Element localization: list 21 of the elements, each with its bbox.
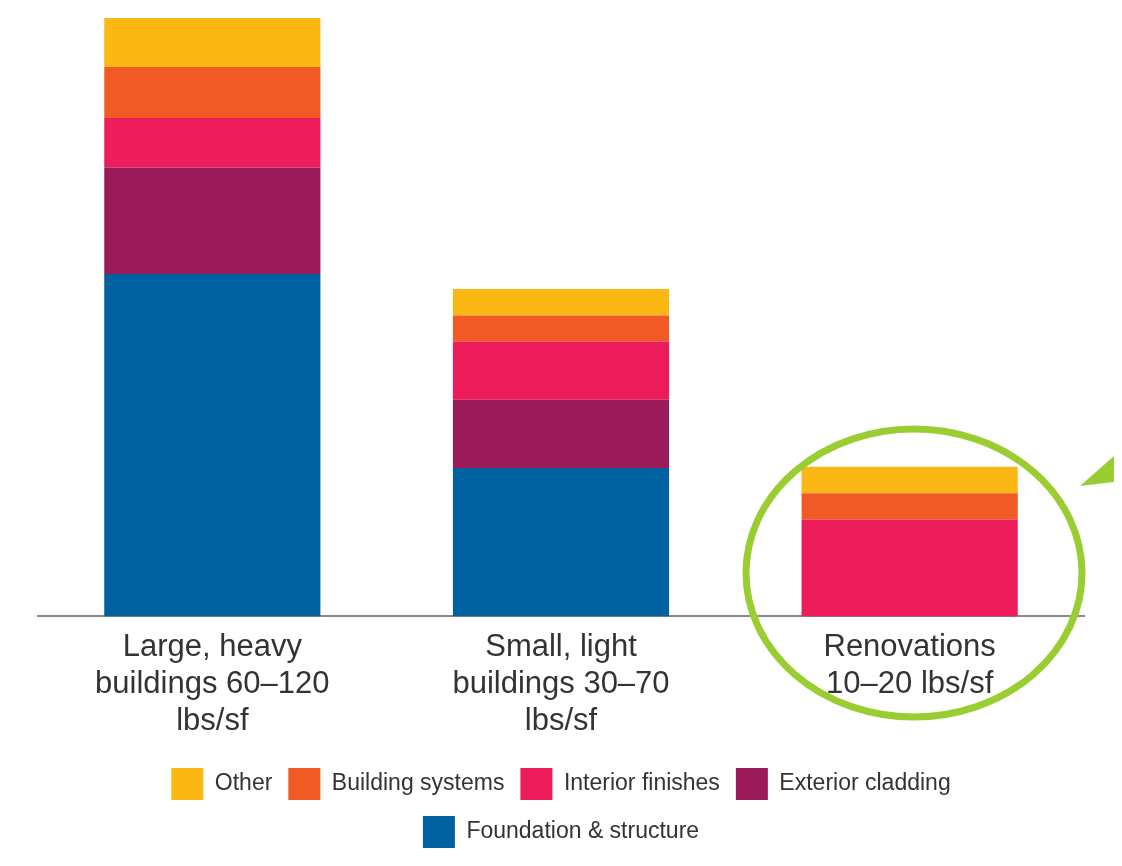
legend-label: Exterior cladding — [779, 769, 951, 796]
legend-label: Building systems — [331, 769, 505, 796]
x-tick-label: Small, light buildings 30–70 lbs/sf — [452, 627, 670, 737]
legend-label: Interior finishes — [563, 769, 720, 796]
bar — [104, 67, 321, 118]
legend-label: Other — [214, 769, 273, 796]
bar — [104, 167, 321, 275]
bar — [801, 466, 1018, 494]
x-tick-label: Renovations 10–20 lbs/sf — [823, 627, 996, 700]
bar — [104, 117, 321, 168]
bar — [104, 18, 321, 68]
bar — [801, 493, 1018, 520]
bar — [452, 315, 670, 342]
bar — [104, 274, 321, 617]
legend-label: Foundation & structure — [466, 817, 700, 844]
bar — [452, 399, 670, 468]
bar — [452, 341, 670, 400]
bar — [452, 289, 670, 316]
bar — [452, 468, 670, 617]
x-tick-label: Large, heavy buildings 60–120 lbs/sf — [95, 627, 330, 737]
bar — [801, 519, 1018, 617]
